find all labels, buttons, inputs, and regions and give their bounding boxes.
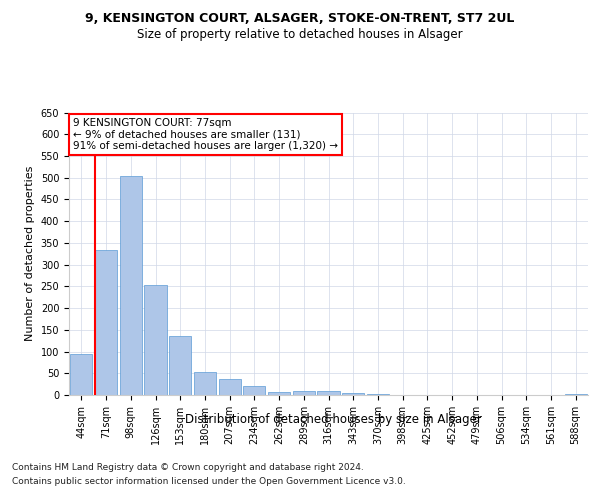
Bar	[565, 394, 587, 395]
Text: Contains public sector information licensed under the Open Government Licence v3: Contains public sector information licen…	[12, 477, 406, 486]
Text: Contains HM Land Registry data © Crown copyright and database right 2024.: Contains HM Land Registry data © Crown c…	[12, 464, 364, 472]
Bar	[218, 379, 241, 395]
Text: 9 KENSINGTON COURT: 77sqm
← 9% of detached houses are smaller (131)
91% of semi-: 9 KENSINGTON COURT: 77sqm ← 9% of detach…	[73, 118, 338, 151]
Bar	[342, 393, 364, 395]
Bar	[293, 390, 315, 395]
Bar	[194, 372, 216, 395]
Text: Distribution of detached houses by size in Alsager: Distribution of detached houses by size …	[185, 412, 481, 426]
Text: Size of property relative to detached houses in Alsager: Size of property relative to detached ho…	[137, 28, 463, 41]
Bar	[367, 394, 389, 395]
Bar	[70, 354, 92, 395]
Bar	[145, 285, 167, 395]
Bar	[169, 336, 191, 395]
Bar	[95, 250, 117, 395]
Bar	[119, 176, 142, 395]
Bar	[243, 386, 265, 395]
Bar	[268, 392, 290, 395]
Y-axis label: Number of detached properties: Number of detached properties	[25, 166, 35, 342]
Bar	[317, 390, 340, 395]
Text: 9, KENSINGTON COURT, ALSAGER, STOKE-ON-TRENT, ST7 2UL: 9, KENSINGTON COURT, ALSAGER, STOKE-ON-T…	[85, 12, 515, 26]
